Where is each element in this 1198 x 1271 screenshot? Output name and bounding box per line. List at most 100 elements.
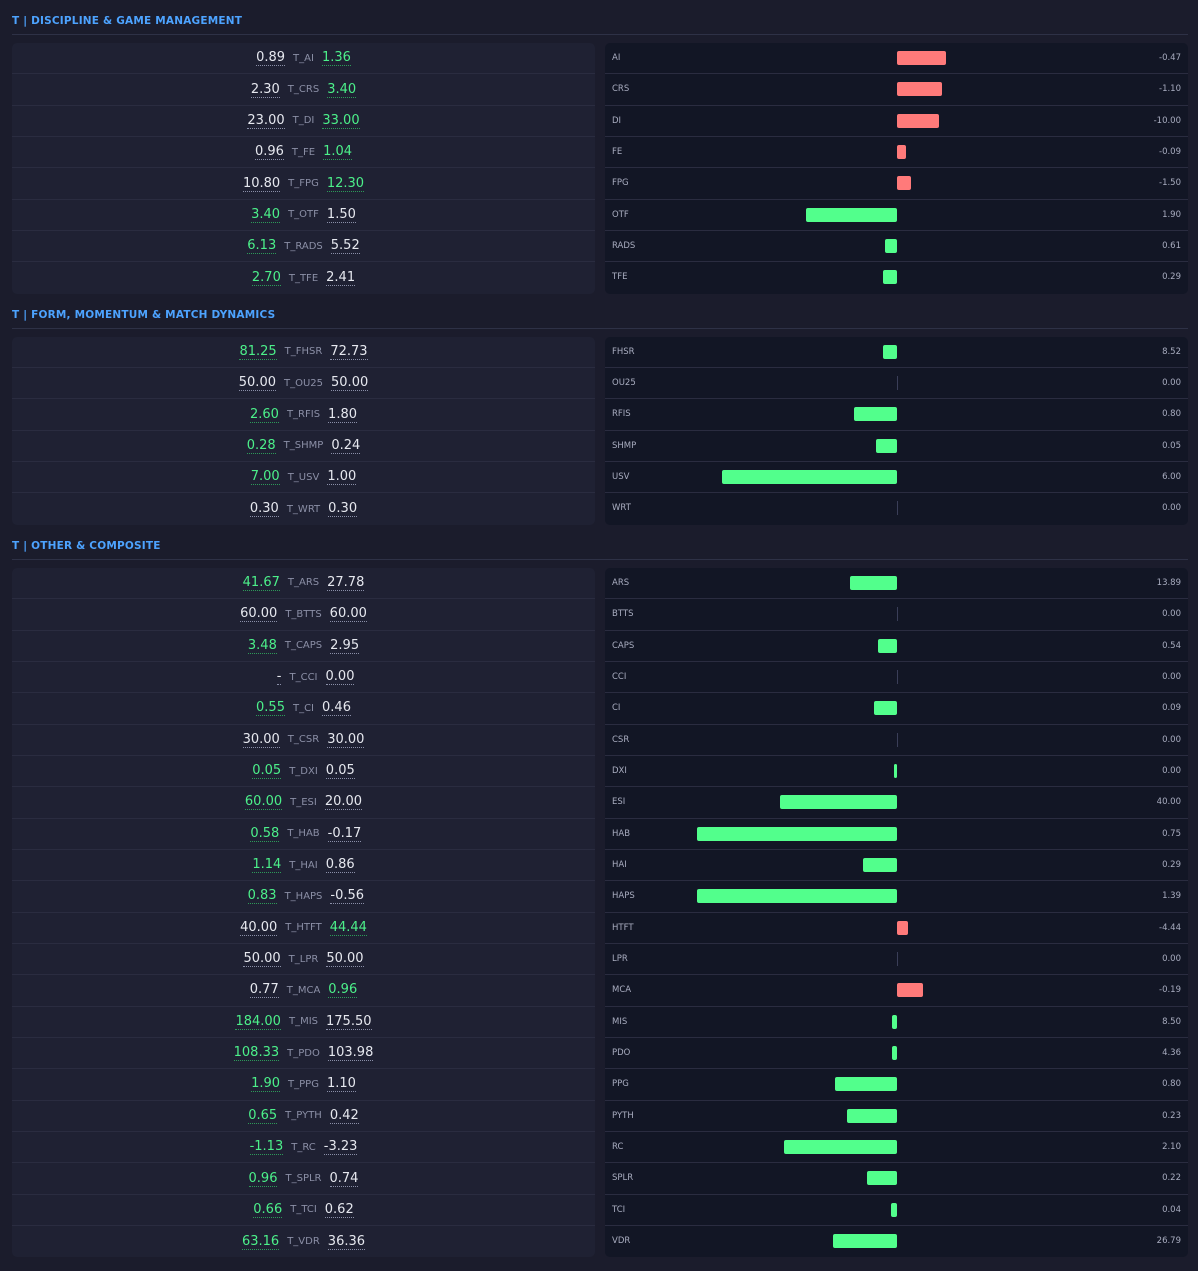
- left-value[interactable]: 0.30: [249, 501, 279, 518]
- left-value[interactable]: 0.89: [256, 50, 286, 67]
- left-value[interactable]: -: [276, 669, 282, 686]
- right-value[interactable]: 103.98: [327, 1045, 374, 1062]
- left-value[interactable]: 0.65: [248, 1107, 278, 1124]
- left-value[interactable]: 41.67: [242, 574, 280, 591]
- left-value[interactable]: 184.00: [235, 1013, 281, 1030]
- right-value[interactable]: -3.23: [323, 1139, 358, 1156]
- right-value[interactable]: 0.86: [325, 857, 355, 874]
- left-value[interactable]: 40.00: [240, 919, 278, 936]
- right-value[interactable]: 36.36: [327, 1233, 366, 1250]
- right-value[interactable]: 50.00: [331, 375, 369, 392]
- left-value[interactable]: 50.00: [238, 375, 276, 392]
- right-value[interactable]: 50.00: [326, 951, 364, 968]
- diff-value: 0.00: [1162, 953, 1181, 964]
- diff-row: FPG -1.50: [605, 168, 1188, 200]
- left-value[interactable]: 81.25: [239, 343, 277, 360]
- right-value[interactable]: 1.80: [328, 406, 357, 423]
- right-value[interactable]: 1.36: [321, 50, 351, 67]
- table-row: 81.25 T_FHSR 72.73: [12, 337, 595, 369]
- left-value[interactable]: 0.55: [256, 700, 285, 717]
- right-value[interactable]: 60.00: [329, 606, 367, 623]
- right-value[interactable]: 0.05: [325, 763, 355, 780]
- right-value[interactable]: 1.04: [323, 144, 353, 161]
- left-value[interactable]: 3.48: [247, 637, 277, 654]
- right-value[interactable]: 175.50: [326, 1013, 372, 1030]
- left-value[interactable]: 6.13: [247, 238, 277, 255]
- left-value[interactable]: 0.58: [250, 825, 280, 842]
- diff-metric-label: FE: [612, 147, 623, 158]
- right-value[interactable]: 0.00: [325, 669, 355, 686]
- diff-value: 0.23: [1162, 1110, 1181, 1121]
- diff-bar: [783, 1140, 897, 1154]
- left-value[interactable]: 0.96: [254, 144, 284, 161]
- right-value[interactable]: -0.17: [327, 825, 362, 842]
- section-divider: [12, 327, 1188, 329]
- left-value[interactable]: 0.96: [248, 1170, 278, 1187]
- right-value[interactable]: -0.56: [330, 888, 365, 905]
- right-value[interactable]: 0.62: [324, 1201, 354, 1218]
- left-value[interactable]: 50.00: [243, 951, 281, 968]
- right-value[interactable]: 5.52: [330, 238, 360, 255]
- diff-bar: [896, 51, 947, 65]
- diff-bar: [896, 920, 909, 935]
- diff-metric-label: MCA: [612, 985, 632, 996]
- left-value[interactable]: 30.00: [242, 731, 280, 748]
- diff-metric-label: DI: [612, 115, 622, 126]
- right-value[interactable]: 0.46: [322, 700, 351, 717]
- right-value[interactable]: 0.74: [329, 1170, 359, 1187]
- left-value[interactable]: 2.70: [251, 270, 281, 287]
- table-row: - T_CCI 0.00: [12, 662, 595, 694]
- right-value[interactable]: 33.00: [322, 112, 360, 129]
- metric-label: T_PDO: [287, 1047, 320, 1059]
- left-value[interactable]: 0.66: [253, 1201, 283, 1218]
- right-value[interactable]: 0.24: [331, 437, 361, 454]
- diff-value: 4.36: [1162, 1047, 1181, 1058]
- left-value[interactable]: 1.14: [252, 857, 282, 874]
- zero-marker: [896, 607, 898, 622]
- left-value[interactable]: 0.28: [246, 437, 276, 454]
- zero-marker: [896, 951, 898, 966]
- left-value[interactable]: 2.30: [250, 81, 280, 98]
- left-value[interactable]: 60.00: [240, 606, 278, 623]
- right-value[interactable]: 44.44: [329, 919, 367, 936]
- left-value[interactable]: 0.77: [249, 982, 279, 999]
- right-value[interactable]: 27.78: [327, 574, 365, 591]
- metric-label: T_PYTH: [285, 1110, 322, 1122]
- left-value[interactable]: 7.00: [250, 469, 280, 486]
- left-value[interactable]: 23.00: [247, 112, 285, 129]
- left-value[interactable]: 60.00: [244, 794, 283, 811]
- right-value[interactable]: 20.00: [324, 794, 363, 811]
- left-value[interactable]: 10.80: [242, 175, 281, 192]
- left-value[interactable]: 108.33: [233, 1045, 280, 1062]
- right-value[interactable]: 0.30: [328, 501, 358, 518]
- right-value[interactable]: 1.50: [326, 206, 356, 223]
- right-value[interactable]: 1.00: [327, 469, 357, 486]
- metric-label: T_CSR: [287, 734, 320, 746]
- metric-label: T_RADS: [284, 240, 323, 252]
- right-value[interactable]: 1.10: [326, 1076, 356, 1093]
- left-value[interactable]: 3.40: [251, 206, 281, 223]
- diff-value: 2.10: [1162, 1142, 1181, 1152]
- right-value[interactable]: 0.96: [328, 982, 358, 999]
- metric-label: T_CRS: [287, 84, 320, 96]
- right-value[interactable]: 2.95: [330, 637, 360, 654]
- right-value[interactable]: 12.30: [326, 175, 365, 192]
- metric-label: T_HAPS: [284, 890, 323, 902]
- diff-bar: [806, 207, 897, 222]
- right-value[interactable]: 2.41: [326, 270, 356, 287]
- table-row: 2.70 T_TFE 2.41: [12, 262, 595, 293]
- right-value[interactable]: 0.42: [329, 1107, 359, 1124]
- right-value[interactable]: 30.00: [327, 731, 365, 748]
- right-value[interactable]: 72.73: [330, 343, 368, 360]
- left-value[interactable]: 1.90: [251, 1076, 281, 1093]
- left-value[interactable]: 63.16: [241, 1233, 280, 1250]
- left-value[interactable]: -1.13: [249, 1139, 284, 1156]
- right-value[interactable]: 3.40: [327, 81, 357, 98]
- section-2: T | OTHER & COMPOSITE 41.67 T_ARS 27.78 60.0…: [0, 525, 1198, 1258]
- left-value[interactable]: 0.05: [252, 763, 282, 780]
- diff-metric-label: CSR: [612, 734, 630, 745]
- left-value[interactable]: 0.83: [247, 888, 277, 905]
- metric-label: T_OU25: [283, 377, 324, 389]
- left-value[interactable]: 2.60: [249, 406, 279, 423]
- diff-row: CSR 0.00: [605, 725, 1188, 756]
